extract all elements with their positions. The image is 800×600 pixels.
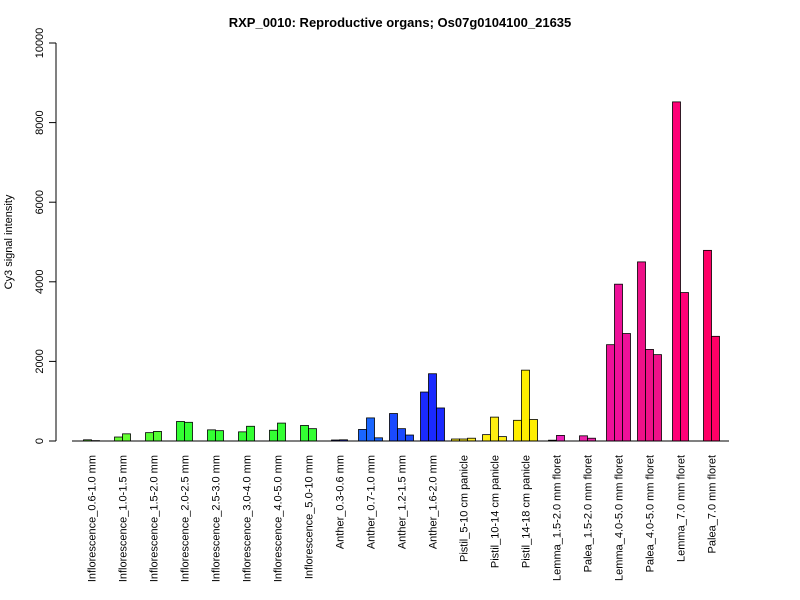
bar: [653, 354, 662, 442]
y-tick-label: 10000: [34, 28, 46, 59]
chart-title: RXP_0010: Reproductive organs; Os07g0104…: [229, 15, 572, 30]
bar: [215, 430, 224, 442]
y-tick-label: 6000: [34, 190, 46, 214]
y-axis: 0 2000 4000 6000 8000 10000: [34, 28, 57, 444]
bar: [428, 373, 437, 442]
bar: [482, 434, 491, 442]
bar: [521, 369, 530, 442]
x-tick-label: Inflorescence_0.6-1.0 mm: [87, 455, 99, 582]
x-tick-label: Inflorescence_5.0-10 mm: [304, 455, 316, 579]
y-tick-label: 0: [34, 438, 46, 444]
y-tick-label: 8000: [34, 110, 46, 134]
bar: [420, 391, 429, 442]
category-labels: Inflorescence_0.6-1.0 mm Inflorescence_1.…: [87, 455, 719, 582]
x-tick-label: Anther_0.7-1.0 mm: [366, 455, 378, 549]
bar: [145, 432, 154, 442]
x-tick-label: Anther_0.3-0.6 mm: [335, 455, 347, 549]
bar: [637, 261, 646, 442]
bar: [579, 435, 588, 442]
bar: [176, 421, 185, 442]
bar: [405, 434, 414, 442]
y-axis-label: Cy3 signal intensity: [3, 194, 15, 289]
x-tick-label: Anther_1.6-2.0 mm: [428, 455, 440, 549]
x-tick-label: Lemma_4.0-5.0 mm floret: [614, 455, 626, 581]
bar: [529, 419, 538, 442]
bar: [153, 431, 162, 442]
bar: [556, 435, 565, 442]
x-tick-label: Inflorescence_3.0-4.0 mm: [242, 455, 254, 582]
bar: [490, 416, 499, 442]
x-tick-label: Palea_1.5-2.0 mm floret: [583, 455, 595, 572]
bar: [672, 101, 681, 442]
bar: [606, 344, 615, 442]
bar: [207, 429, 216, 442]
bar: [513, 419, 522, 442]
bar: [277, 422, 286, 442]
bar: [246, 425, 255, 442]
bar: [389, 413, 398, 442]
bar: [645, 349, 654, 442]
x-tick-label: Inflorescence_2.5-3.0 mm: [211, 455, 223, 582]
x-tick-label: Palea_7.0 mm floret: [707, 455, 719, 553]
x-tick-label: Palea_4.0-5.0 mm floret: [645, 455, 657, 572]
bar: [614, 283, 623, 442]
y-tick-label: 4000: [34, 270, 46, 294]
bar: [622, 333, 631, 442]
x-tick-label: Anther_1.2-1.5 mm: [397, 455, 409, 549]
x-tick-label: Inflorescence_4.0-5.0 mm: [273, 455, 285, 582]
y-tick-label: 2000: [34, 349, 46, 373]
bars-group: [83, 101, 720, 442]
bar: [366, 417, 375, 442]
x-tick-label: Lemma_7.0 mm floret: [676, 455, 688, 562]
x-tick-label: Pistil_14-18 cm panicle: [521, 455, 533, 568]
x-tick-label: Inflorescence_1.5-2.0 mm: [149, 455, 161, 582]
x-tick-label: Lemma_1.5-2.0 mm floret: [552, 455, 564, 581]
bar: [358, 429, 367, 442]
bar: [703, 249, 712, 442]
bar: [184, 421, 193, 442]
bar: [238, 431, 247, 442]
x-tick-label: Inflorescence_2.0-2.5 mm: [180, 455, 192, 582]
bar: [308, 428, 317, 442]
bar: [300, 425, 309, 442]
x-tick-label: Pistil_10-14 cm panicle: [490, 455, 502, 568]
bar: [114, 436, 123, 442]
bar: [680, 292, 689, 442]
bar: [122, 433, 131, 442]
bar: [397, 428, 406, 442]
bar: [498, 436, 507, 442]
bar: [711, 335, 720, 442]
bar: [436, 407, 445, 442]
x-tick-label: Inflorescence_1.0-1.5 mm: [118, 455, 130, 582]
x-tick-label: Pistil_5-10 cm panicle: [459, 455, 471, 562]
bar: [269, 429, 278, 442]
